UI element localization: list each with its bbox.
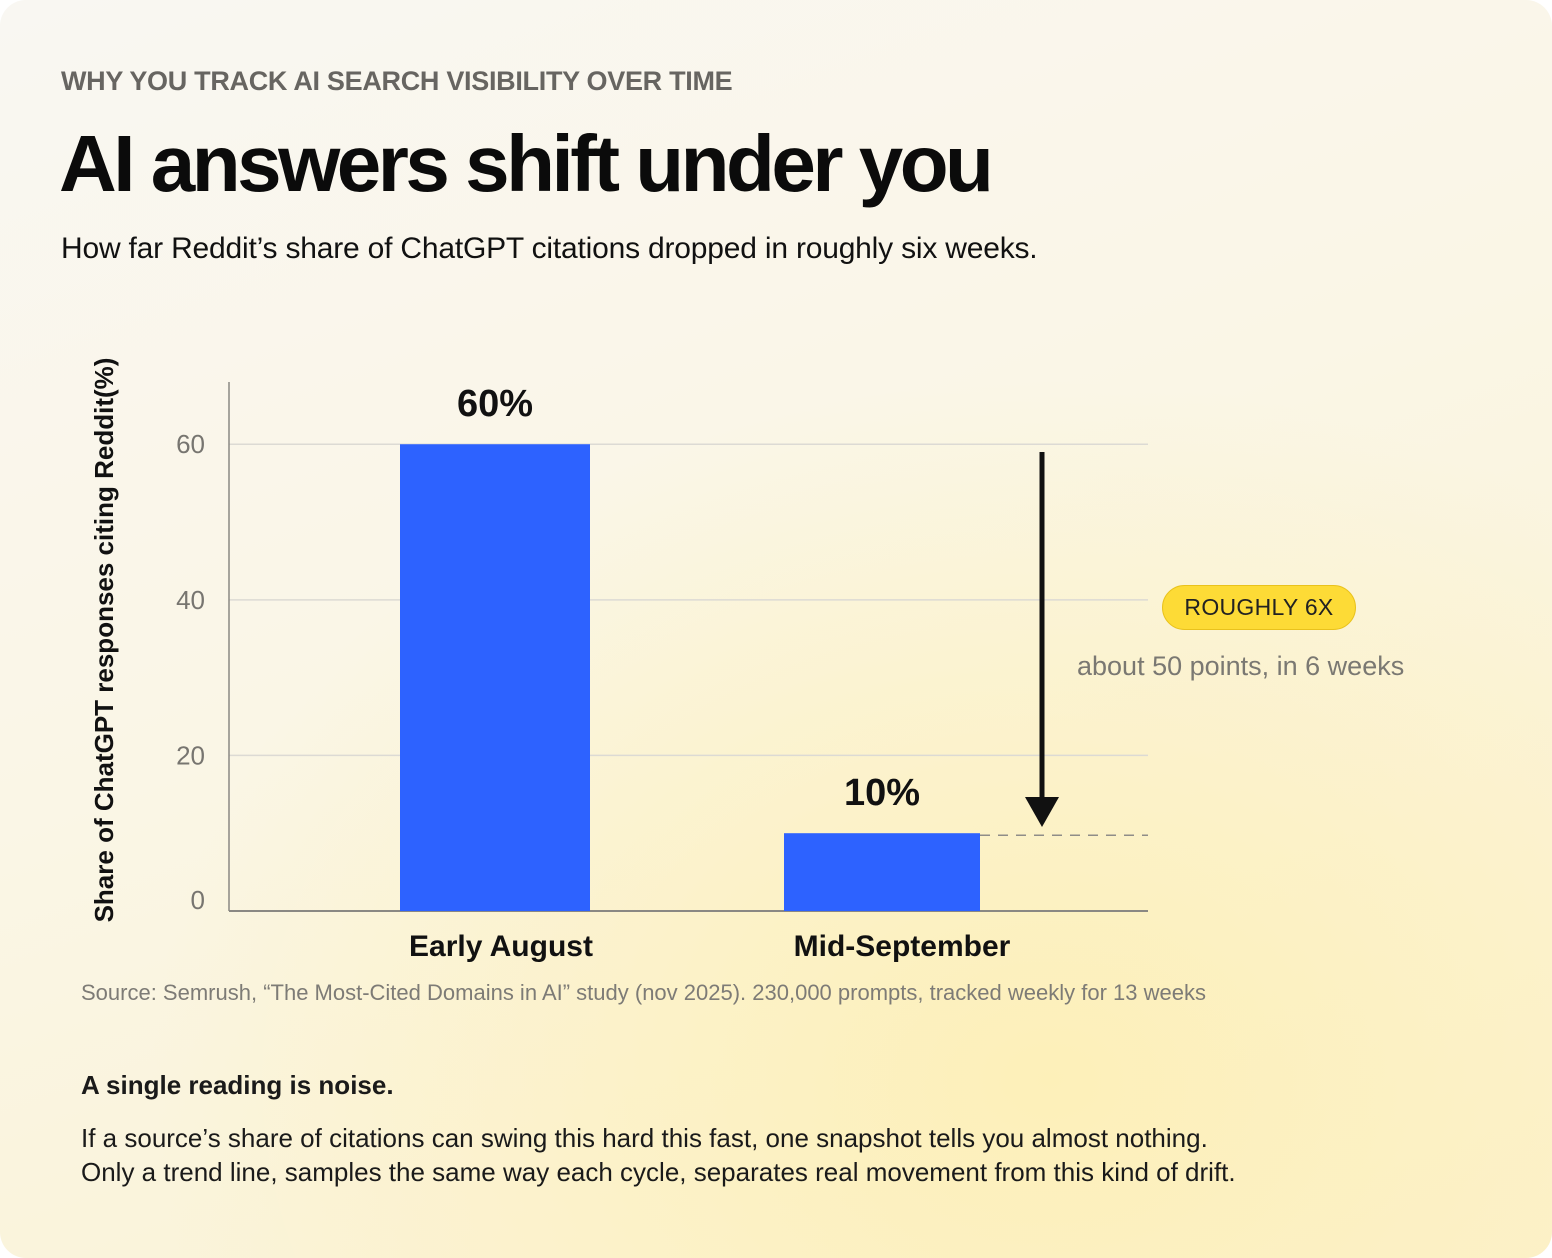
data-label: 60% bbox=[457, 383, 533, 425]
takeaway-heading: A single reading is noise. bbox=[81, 1070, 394, 1100]
source-note: Source: Semrush, “The Most-Cited Domains… bbox=[81, 980, 1206, 1005]
ratio-badge: ROUGHLY 6X bbox=[1162, 585, 1356, 630]
takeaway-line: Only a trend line, samples the same way … bbox=[81, 1157, 1236, 1187]
y-tick-label: 0 bbox=[191, 885, 205, 915]
takeaway-line: If a source’s share of citations can swi… bbox=[81, 1123, 1208, 1153]
bar bbox=[784, 833, 980, 911]
page-title: AI answers shift under you bbox=[59, 119, 994, 208]
takeaway-body: If a source’s share of citations can swi… bbox=[81, 1121, 1501, 1189]
y-tick-label: 40 bbox=[176, 585, 205, 615]
drop-annotation-note: about 50 points, in 6 weeks bbox=[1077, 651, 1405, 681]
data-label: 10% bbox=[844, 772, 920, 814]
bar-chart: 0 20 40 60 60% Early August 10% Mid-September Sh… bbox=[89, 358, 1148, 963]
y-tick-label: 20 bbox=[176, 740, 205, 770]
x-tick-label: Mid-September bbox=[794, 930, 1011, 963]
x-tick-label: Early August bbox=[409, 930, 593, 963]
y-tick-label: 60 bbox=[176, 429, 205, 459]
y-axis-title: Share of ChatGPT responses citing Reddit… bbox=[89, 358, 119, 923]
subtitle: How far Reddit’s share of ChatGPT citati… bbox=[61, 232, 1038, 265]
drop-arrow-head bbox=[1025, 797, 1059, 827]
bar bbox=[400, 444, 590, 911]
eyebrow: WHY YOU TRACK AI SEARCH VISIBILITY OVER … bbox=[61, 66, 733, 96]
